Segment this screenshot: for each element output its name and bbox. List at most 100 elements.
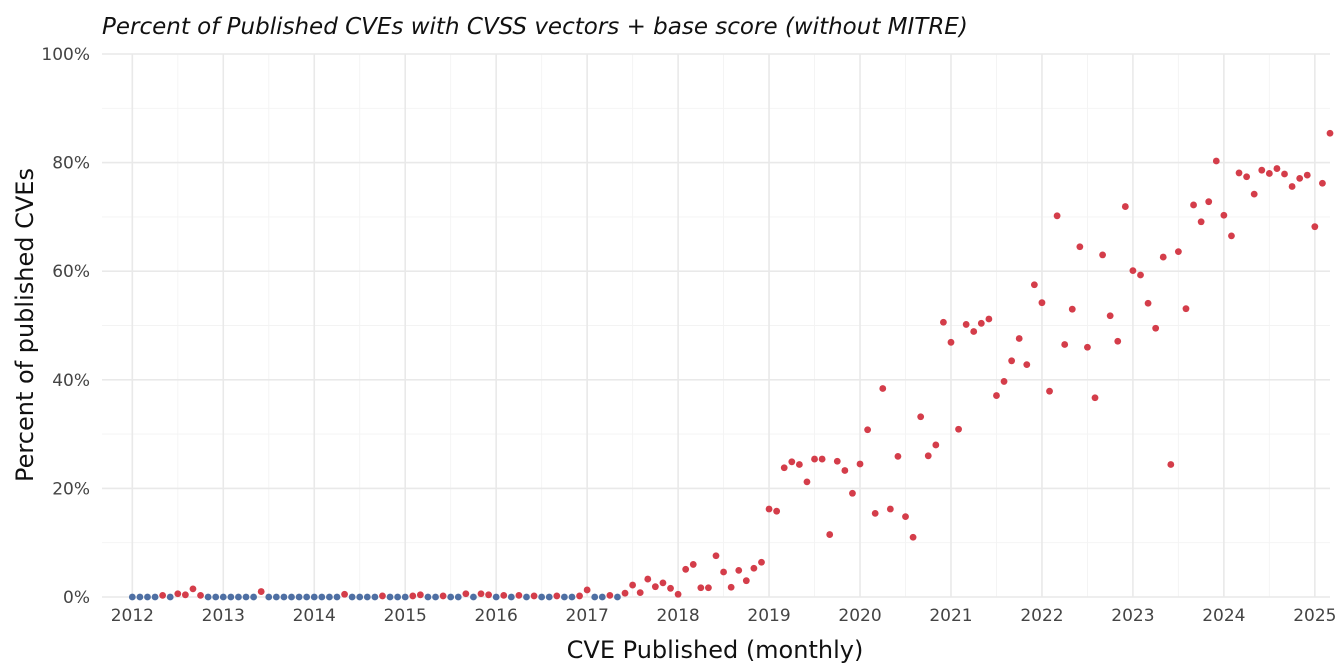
data-point (583, 586, 591, 594)
x-axis-ticks: 2012 2013 2014 2015 2016 2017 2018 2019 2020 2021… (111, 606, 1337, 626)
data-point (1068, 305, 1076, 313)
x-tick-label: 2012 (111, 606, 154, 626)
data-point (1152, 324, 1160, 332)
data-point (780, 464, 788, 472)
data-point (811, 455, 818, 463)
data-point (272, 593, 280, 601)
data-point (197, 591, 204, 599)
data-point (940, 318, 947, 326)
data-point (500, 591, 508, 599)
data-point (212, 593, 220, 601)
data-point (598, 593, 606, 601)
data-point (1167, 461, 1175, 468)
data-point (333, 593, 341, 601)
data-point (1281, 170, 1288, 178)
data-point (318, 593, 326, 601)
x-tick-label: 2015 (384, 606, 427, 626)
data-point (242, 593, 250, 601)
data-point (985, 315, 993, 323)
y-axis-title: Percent of published CVEs (11, 168, 39, 482)
data-point (538, 593, 546, 601)
data-point (151, 593, 159, 601)
data-point (568, 593, 576, 601)
data-point (871, 509, 879, 517)
data-point (864, 426, 872, 434)
data-point (667, 584, 674, 592)
data-point (591, 593, 599, 601)
data-point (1076, 243, 1084, 251)
data-point (1000, 378, 1008, 385)
data-point (773, 507, 781, 515)
data-point (1326, 129, 1334, 137)
x-tick-label: 2018 (656, 606, 699, 626)
data-point (879, 385, 887, 392)
data-point (174, 590, 182, 598)
data-point (886, 505, 894, 513)
data-point (720, 568, 727, 576)
data-point (560, 593, 568, 601)
data-point (144, 593, 151, 601)
data-point (515, 591, 523, 599)
data-point (1015, 335, 1023, 342)
data-point (1311, 223, 1319, 231)
data-point (902, 513, 909, 521)
x-tick-label: 2022 (1020, 606, 1063, 626)
data-point (523, 593, 530, 601)
data-point (257, 588, 265, 595)
data-point (833, 457, 841, 465)
y-tick-label: 0% (63, 588, 90, 608)
data-point (735, 566, 743, 574)
data-point (1265, 170, 1273, 177)
data-point (1030, 281, 1038, 289)
data-point (136, 593, 144, 601)
data-point (288, 593, 295, 601)
data-point (462, 590, 470, 598)
data-point (492, 593, 500, 601)
data-point (977, 319, 985, 327)
data-point (386, 593, 394, 601)
data-point (750, 564, 758, 572)
data-point (621, 589, 629, 597)
data-point (379, 592, 386, 600)
data-point (454, 593, 462, 601)
data-point (250, 593, 258, 601)
data-point (1053, 212, 1061, 220)
data-point (765, 505, 773, 513)
data-point (712, 552, 720, 560)
data-point (1174, 248, 1182, 256)
data-point (1159, 253, 1167, 261)
data-point (1144, 299, 1152, 307)
data-point (788, 458, 796, 466)
data-point (909, 533, 917, 541)
data-point (530, 592, 538, 600)
data-point (1288, 183, 1296, 190)
data-point (409, 592, 417, 600)
data-point (1296, 174, 1304, 182)
data-point (674, 590, 682, 598)
data-point (235, 593, 242, 601)
data-point (227, 593, 235, 601)
data-point (371, 593, 379, 601)
data-point (326, 593, 333, 601)
data-point (1273, 165, 1281, 172)
data-point (1190, 201, 1197, 209)
chart-title: Percent of Published CVEs with CVSS vect… (102, 14, 968, 40)
data-point (644, 575, 652, 583)
data-point (341, 590, 348, 598)
y-tick-label: 40% (52, 371, 90, 391)
data-point (394, 593, 402, 601)
data-point (856, 460, 864, 468)
data-point (1319, 179, 1326, 187)
data-point (470, 593, 477, 601)
data-point (447, 593, 455, 601)
x-tick-label: 2013 (202, 606, 245, 626)
data-point (219, 593, 227, 601)
data-point (962, 321, 970, 328)
data-point (682, 565, 690, 573)
data-point (795, 461, 803, 468)
data-point (1228, 232, 1235, 240)
data-point (705, 584, 712, 592)
data-point (993, 392, 1000, 399)
y-tick-label: 80% (52, 154, 90, 174)
